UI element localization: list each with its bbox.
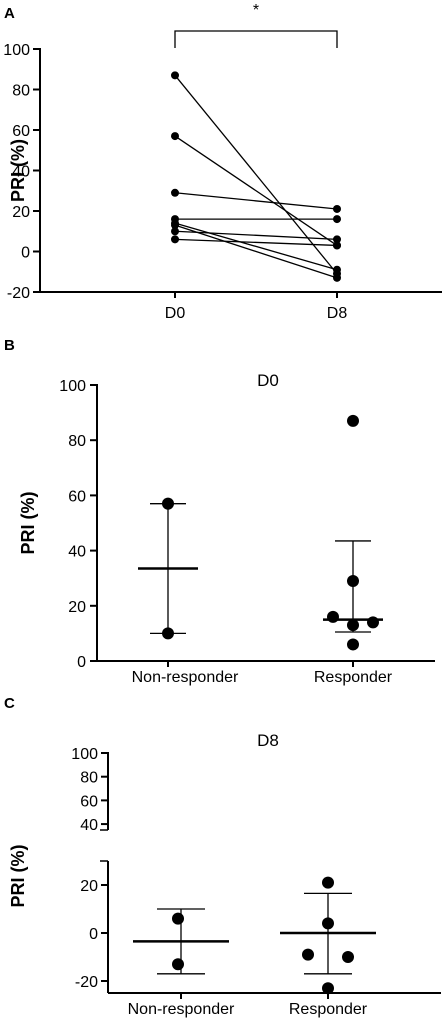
data-point bbox=[322, 876, 334, 889]
y-tick-label: 80 bbox=[12, 83, 30, 100]
panel-letter-c: C bbox=[4, 695, 15, 712]
panel-title: D8 bbox=[257, 731, 279, 750]
data-point bbox=[367, 616, 379, 629]
data-point bbox=[327, 610, 339, 623]
y-tick-label: 80 bbox=[68, 433, 86, 450]
series-line bbox=[174, 135, 338, 246]
panel-letter-a: A bbox=[4, 5, 15, 22]
x-tick-label: Non-responder bbox=[128, 1001, 235, 1018]
y-tick-label: 80 bbox=[80, 770, 98, 787]
series-line bbox=[174, 74, 338, 275]
x-tick-label: Responder bbox=[289, 1001, 368, 1018]
y-tick-label: 100 bbox=[71, 746, 98, 763]
data-point bbox=[347, 574, 359, 587]
y-tick-label: -20 bbox=[7, 285, 30, 302]
y-tick-label: 20 bbox=[68, 599, 86, 616]
data-point bbox=[171, 188, 179, 197]
y-tick-label: 60 bbox=[68, 488, 86, 505]
panel-letter-b: B bbox=[4, 337, 15, 354]
series-line bbox=[174, 230, 338, 240]
y-tick-label: 0 bbox=[77, 654, 86, 671]
series-line bbox=[174, 238, 338, 247]
y-tick-label: 0 bbox=[89, 926, 98, 943]
data-point bbox=[162, 627, 174, 640]
series-line bbox=[174, 192, 338, 210]
data-point bbox=[171, 71, 179, 80]
y-tick-label: 20 bbox=[12, 204, 30, 221]
y-tick-label: 20 bbox=[80, 878, 98, 895]
y-axis-title: PRI (%) bbox=[8, 844, 28, 907]
data-point bbox=[171, 132, 179, 141]
y-axis-title: PRI (%) bbox=[8, 139, 28, 202]
y-tick-label: 40 bbox=[12, 164, 30, 181]
data-point bbox=[333, 235, 341, 244]
y-tick-label: -20 bbox=[75, 974, 98, 991]
series-line bbox=[174, 224, 338, 279]
x-tick-label: D8 bbox=[327, 305, 348, 322]
x-tick-label: D0 bbox=[165, 305, 186, 322]
data-point bbox=[347, 619, 359, 632]
significance-bracket bbox=[174, 30, 338, 48]
data-point bbox=[333, 273, 341, 282]
data-point bbox=[322, 982, 334, 995]
x-tick-label: Responder bbox=[314, 669, 393, 686]
x-tick-label: Non-responder bbox=[132, 669, 239, 686]
y-tick-label: 100 bbox=[59, 378, 86, 395]
data-point bbox=[171, 235, 179, 244]
data-point bbox=[333, 215, 341, 224]
data-point bbox=[342, 951, 354, 963]
series-line bbox=[174, 222, 338, 271]
y-tick-label: 40 bbox=[80, 817, 98, 834]
data-point bbox=[162, 497, 174, 510]
y-axis-title: PRI (%) bbox=[18, 491, 38, 554]
data-point bbox=[171, 219, 179, 228]
data-point bbox=[172, 958, 184, 971]
data-point bbox=[322, 917, 334, 930]
y-tick-label: 60 bbox=[12, 123, 30, 140]
data-point bbox=[302, 948, 314, 961]
data-point bbox=[347, 414, 359, 427]
data-point bbox=[333, 241, 341, 250]
data-point bbox=[172, 912, 184, 925]
panel-title: D0 bbox=[257, 371, 279, 390]
y-tick-label: 100 bbox=[3, 42, 30, 59]
y-tick-label: 0 bbox=[21, 245, 30, 262]
significance-marker: * bbox=[253, 2, 259, 19]
y-tick-label: 60 bbox=[80, 793, 98, 810]
data-point bbox=[333, 204, 341, 213]
y-tick-label: 40 bbox=[68, 544, 86, 561]
data-point bbox=[347, 638, 359, 651]
data-point bbox=[171, 227, 179, 236]
data-point bbox=[333, 265, 341, 274]
